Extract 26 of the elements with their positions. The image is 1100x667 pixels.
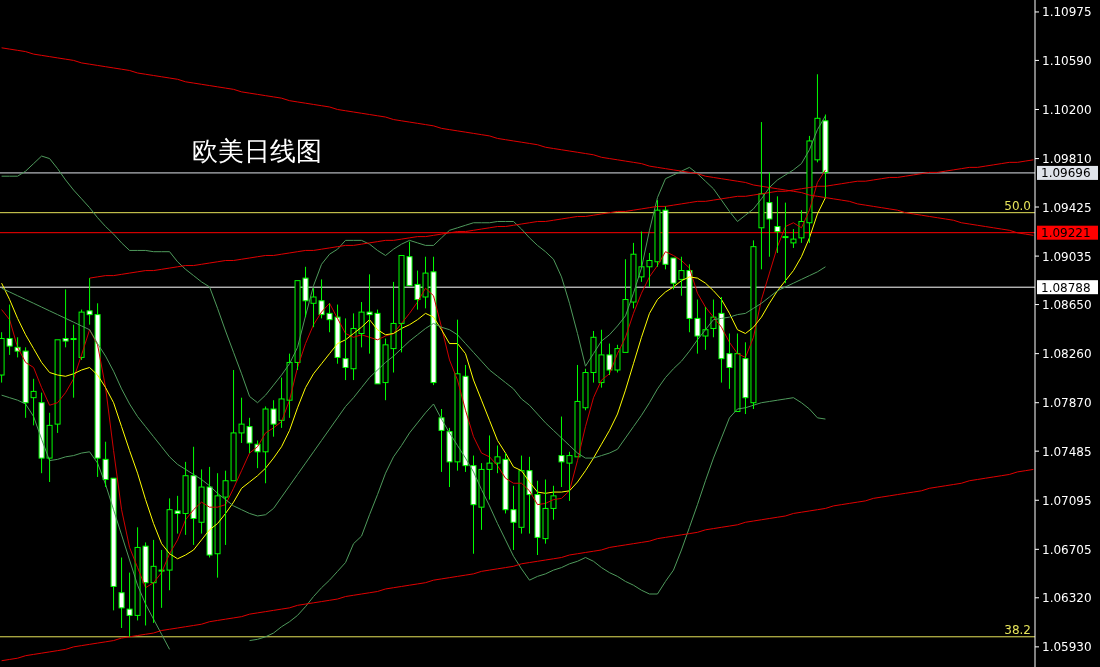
candlestick [438,408,445,473]
y-tick-label: 1.09425 [1042,200,1092,215]
candlestick [782,202,789,284]
y-tick-label: 1.10975 [1042,5,1092,20]
y-tick-label: 1.09035 [1042,249,1092,264]
y-tick-label: 1.07095 [1042,493,1092,508]
text: 欧美日线图 [192,136,322,166]
y-tick-label: 1.07870 [1042,396,1092,411]
y-tick-label: 1.06320 [1042,591,1092,606]
y-tick-label: 1.05930 [1042,640,1092,655]
ref-line-label: 1.09221 [1041,226,1091,241]
line-series [1,468,1034,662]
y-tick-label: 1.06705 [1042,542,1092,557]
y-tick-label: 1.07485 [1042,444,1092,459]
annotation: 50.0 [1004,198,1031,213]
y-tick-label: 1.10590 [1042,53,1092,68]
y-tick-label: 1.08260 [1042,347,1092,362]
ref-line-label: 1.09696 [1041,166,1091,181]
line-series [1,115,826,404]
annotation: 38.2 [1004,622,1031,637]
y-tick-label: 1.08650 [1042,298,1092,313]
candlestick [774,195,781,254]
line-series [1,266,826,517]
y-tick-label: 1.10200 [1042,102,1092,117]
ref-line-label: 1.08788 [1041,280,1091,295]
y-tick-label: 1.09810 [1042,152,1092,167]
